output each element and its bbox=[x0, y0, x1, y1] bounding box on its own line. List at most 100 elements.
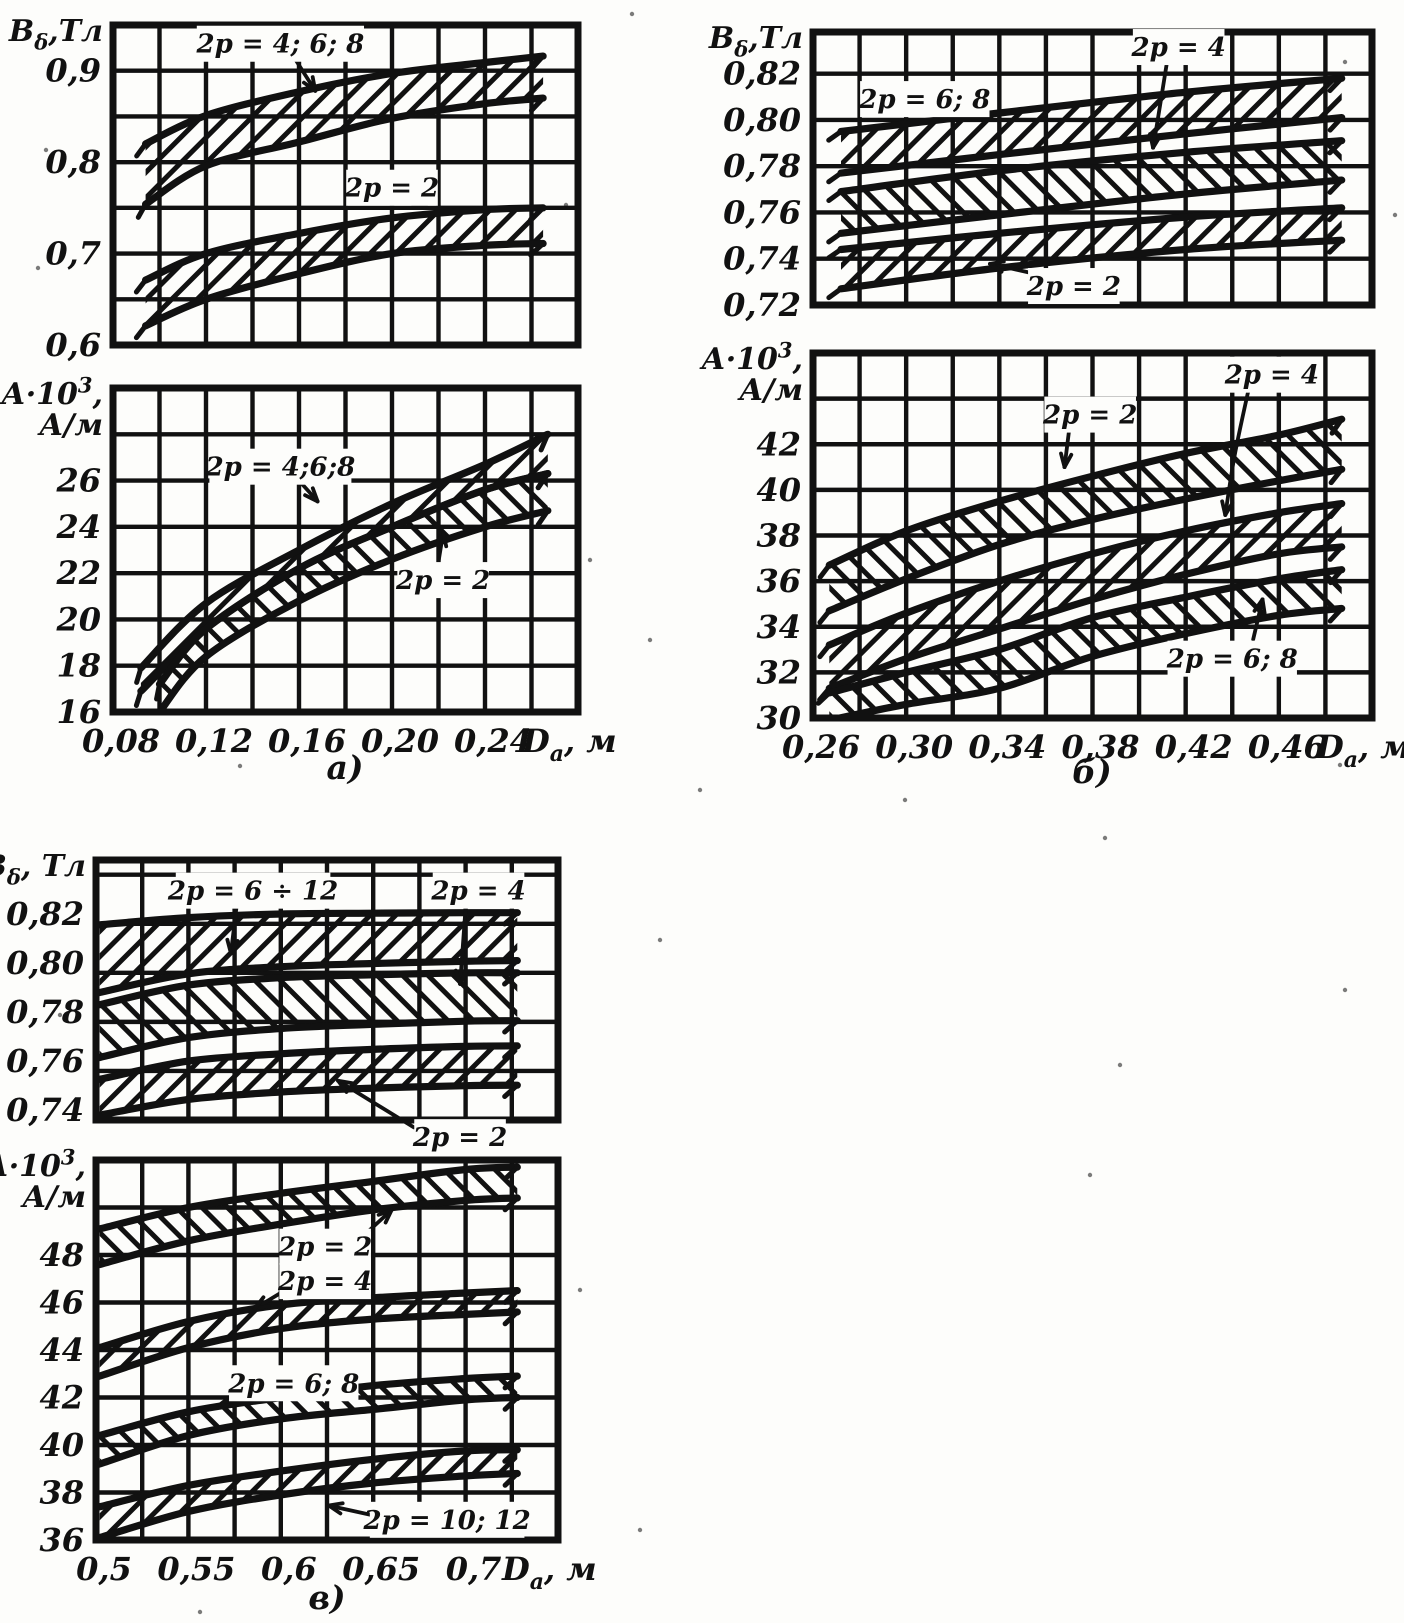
y-tick-label: 40 bbox=[756, 471, 801, 509]
band-label: 2p = 4 bbox=[430, 872, 526, 909]
x-tick-label: 0,6 bbox=[261, 1550, 317, 1588]
y-axis-title: А·103, bbox=[699, 338, 803, 377]
y-axis-title: А·103, bbox=[0, 1145, 86, 1184]
band-label: 2p = 4 bbox=[1224, 356, 1319, 393]
y-tick-label: 0,7 bbox=[45, 235, 101, 273]
band-label: 2p = 6 ÷ 12 bbox=[167, 872, 338, 909]
y-tick-label: 44 bbox=[39, 1331, 84, 1369]
chart-b_top: 2p = 6; 8 2p = 4 2p = 2 0,82 0,80 0,78 0,76 0,7… bbox=[708, 21, 1376, 324]
band-label-text: 2p = 4 bbox=[1131, 33, 1226, 63]
y-tick-label: 20 bbox=[55, 600, 101, 638]
band-label: 2p = 4 bbox=[1131, 29, 1226, 66]
x-axis-unit: Dа, м bbox=[521, 722, 617, 767]
x-tick-label: 0,55 bbox=[157, 1550, 235, 1588]
y-tick-label: 16 bbox=[56, 693, 101, 731]
y-tick-label: 38 bbox=[39, 1474, 84, 1512]
y-axis-title: А/м bbox=[37, 408, 103, 443]
band-2p-4-6-8 bbox=[134, 52, 547, 220]
y-tick-label: 0,78 bbox=[6, 993, 84, 1031]
band-2p-2 bbox=[817, 415, 1346, 625]
band-label-text: 2p = 2 bbox=[277, 1233, 372, 1263]
y-axis-title: Вδ,Тл bbox=[708, 21, 803, 61]
band-2p-2 bbox=[826, 204, 1346, 301]
band-label-text: 2p = 4; 6; 8 bbox=[196, 30, 365, 60]
y-tick-label: 0,74 bbox=[723, 240, 801, 278]
y-tick-label: 24 bbox=[55, 508, 101, 546]
x-tick-label: 0,12 bbox=[175, 722, 253, 760]
y-tick-label: 0,78 bbox=[723, 147, 801, 185]
y-axis-title: А/м bbox=[737, 373, 803, 408]
band-label-text: 2p = 10; 12 bbox=[363, 1506, 531, 1536]
band-label: 2p = 2 bbox=[1026, 268, 1121, 305]
y-tick-label: 0,6 bbox=[45, 326, 101, 364]
y-tick-label: 0,8 bbox=[45, 143, 101, 181]
x-tick-label: 0,34 bbox=[968, 728, 1046, 766]
caption-b: б) bbox=[1072, 752, 1112, 791]
x-tick-label: 0,16 bbox=[268, 722, 346, 760]
leader-line bbox=[336, 1078, 416, 1130]
x-tick-label: 0,24 bbox=[454, 722, 532, 760]
y-tick-label: 0,82 bbox=[723, 55, 801, 93]
leader-line bbox=[1223, 387, 1251, 517]
x-tick-label: 0,30 bbox=[875, 728, 953, 766]
y-tick-label: 32 bbox=[756, 653, 801, 691]
x-tick-label: 0,08 bbox=[82, 722, 160, 760]
chart-a_top: 2p = 4; 6; 8 2p = 2 0,9 0,8 0,7 0,6 Вδ,Тл bbox=[8, 14, 582, 364]
chart-v_top: 2p = 6 ÷ 12 2p = 4 2p = 2 0,82 0,80 0,78 0,76 0… bbox=[0, 849, 562, 1156]
x-axis-unit: Dа, м bbox=[1315, 728, 1404, 773]
band-label-text: 2p = 2 bbox=[395, 566, 490, 596]
band-label: 2p = 4; 6; 8 bbox=[196, 25, 365, 62]
chart-v_bottom: 2p = 2 2p = 4 2p = 6; 8 2p = 10; 12 48 46 44 42… bbox=[0, 1145, 597, 1595]
band-2p-2 bbox=[154, 470, 552, 714]
y-axis-title: Вδ, Тл bbox=[0, 849, 86, 889]
y-tick-label: 0,82 bbox=[6, 895, 84, 933]
y-tick-label: 0,9 bbox=[45, 52, 101, 90]
band-label: 2p = 2 bbox=[1042, 396, 1137, 433]
y-tick-label: 18 bbox=[56, 647, 101, 685]
band-label-text: 2p = 6; 8 bbox=[227, 1369, 359, 1399]
y-tick-label: 34 bbox=[756, 608, 801, 646]
x-tick-label: 0,65 bbox=[342, 1550, 420, 1588]
band-label: 2p = 2 bbox=[412, 1119, 507, 1156]
y-tick-label: 0,72 bbox=[723, 286, 801, 324]
y-axis-title: А/м bbox=[20, 1180, 86, 1215]
y-tick-label: 22 bbox=[55, 554, 101, 592]
band-label: 2p = 6; 8 bbox=[858, 81, 990, 118]
band-2p-6-8 bbox=[815, 566, 1346, 720]
band-label-text: 2p = 4;6;8 bbox=[205, 453, 356, 483]
band-label: 2p = 10; 12 bbox=[363, 1501, 531, 1538]
band-label-text: 2p = 2 bbox=[1042, 401, 1137, 431]
band-label-text: 2p = 4 bbox=[277, 1267, 372, 1297]
band-label-text: 2p = 2 bbox=[344, 174, 439, 204]
band-label: 2p = 2 bbox=[344, 169, 439, 206]
y-tick-label: 42 bbox=[39, 1379, 84, 1417]
x-tick-label: 0,46 bbox=[1248, 728, 1326, 766]
x-tick-label: 0,7 bbox=[446, 1550, 502, 1588]
band-label-text: 2p = 2 bbox=[412, 1123, 507, 1153]
band-label: 2p = 6; 8 bbox=[1166, 640, 1298, 677]
y-tick-label: 0,76 bbox=[723, 193, 801, 231]
y-tick-label: 38 bbox=[756, 517, 801, 555]
y-tick-label: 46 bbox=[39, 1284, 84, 1322]
band-label-text: 2p = 6; 8 bbox=[858, 85, 990, 115]
band-2p-4 bbox=[817, 500, 1346, 703]
y-tick-label: 30 bbox=[756, 699, 801, 737]
band-label-text: 2p = 2 bbox=[1026, 272, 1121, 302]
x-tick-label: 0,38 bbox=[1062, 728, 1140, 766]
band-label: 2p = 2 bbox=[277, 1228, 372, 1265]
y-axis-title: А·103, bbox=[0, 373, 103, 412]
y-tick-label: 36 bbox=[39, 1521, 84, 1559]
caption-a: а) bbox=[326, 748, 364, 787]
band-2p-2 bbox=[133, 204, 547, 341]
chart-b_bottom: 2p = 2 2p = 4 2p = 6; 8 42 40 38 36 34 32 300,26 0… bbox=[699, 338, 1404, 773]
y-tick-label: 0,74 bbox=[6, 1091, 84, 1129]
band-label: 2p = 4;6;8 bbox=[205, 448, 356, 485]
x-tick-label: 0,5 bbox=[76, 1550, 132, 1588]
band-label-text: 2p = 6 ÷ 12 bbox=[167, 877, 338, 907]
scan-noise bbox=[35, 11, 1398, 1615]
band-label-text: 2p = 4 bbox=[430, 877, 525, 907]
band-2p-2 bbox=[94, 1042, 521, 1122]
band-2p-4 bbox=[826, 137, 1346, 245]
band-label-text: 2p = 4 bbox=[1224, 361, 1319, 391]
